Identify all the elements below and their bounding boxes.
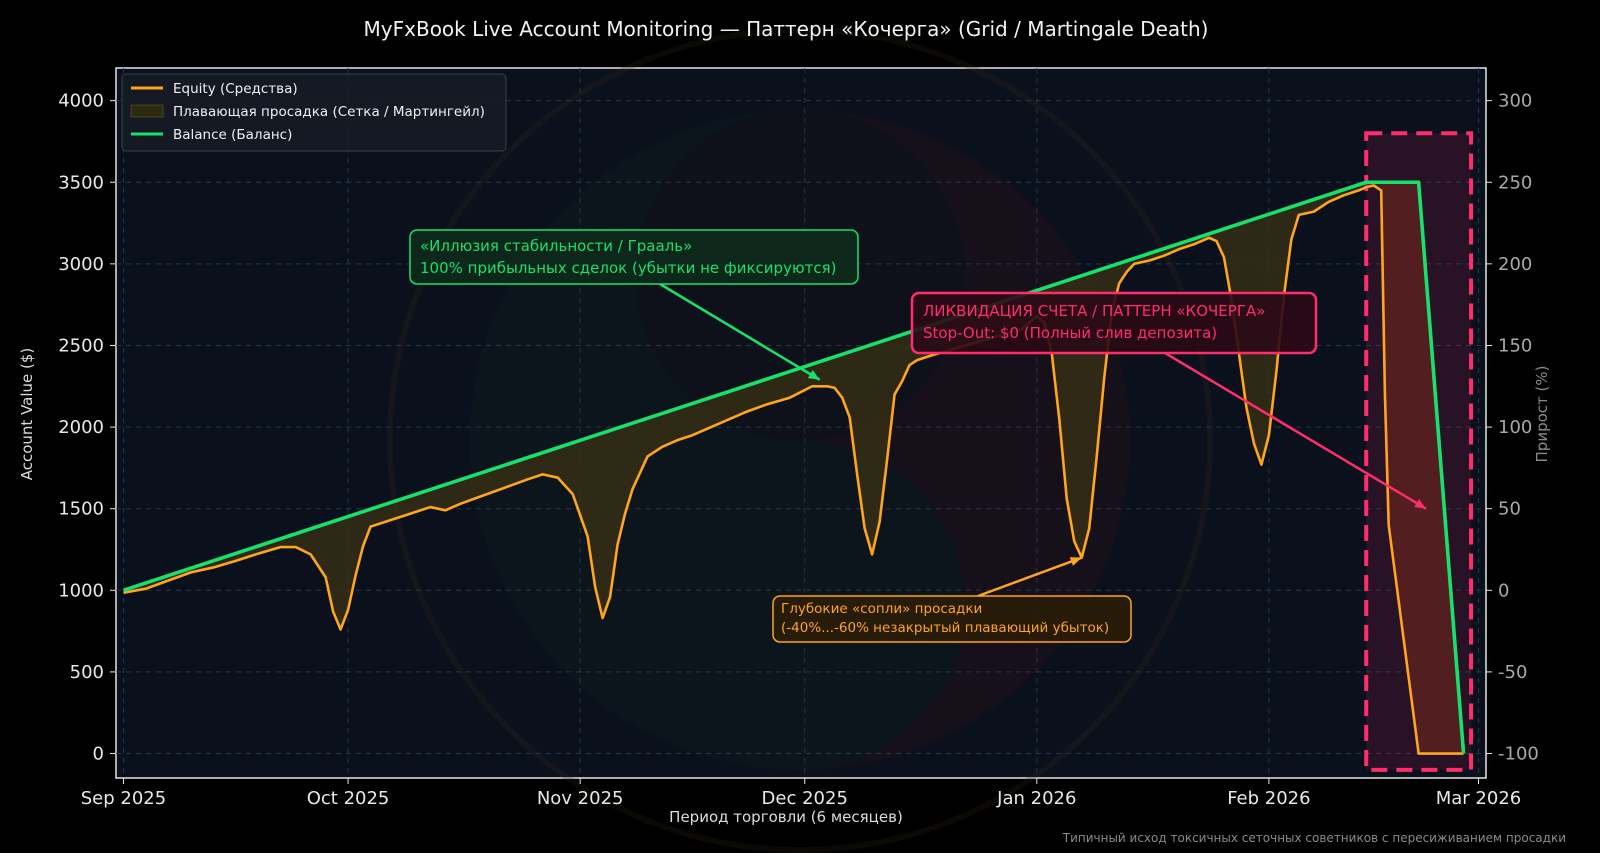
x-tick-label: Dec 2025 [762, 788, 848, 809]
y-tick-label: 2500 [58, 335, 104, 356]
footnote: Типичный исход токсичных сеточных советн… [1062, 831, 1566, 845]
liquidation-area [1381, 182, 1464, 754]
annotation: Глубокие «сопли» просадки (-40%...-60% не… [772, 556, 1132, 643]
balance-line [122, 180, 1466, 754]
y-tick-label: 3500 [58, 172, 104, 193]
annotation-text: ЛИКВИДАЦИЯ СЧЕТА / ПАТТЕРН «КОЧЕРГА» [923, 302, 1265, 320]
annotation-arrow [1164, 351, 1427, 510]
y-right-tick-label: -100 [1498, 744, 1539, 765]
annotation-box [772, 595, 1132, 643]
y-right-tick-label: 300 [1498, 91, 1532, 112]
annotation-text: 100% прибыльных сделок (убытки не фиксир… [420, 259, 836, 277]
equity-line [123, 184, 1464, 755]
drawdown-fill [123, 182, 1464, 754]
annotation-text: Stop-Out: $0 (Полный слив депозита) [923, 324, 1217, 342]
y-right-axis-label: Прирост (%) [1533, 366, 1551, 463]
x-tick-label: Feb 2026 [1227, 788, 1310, 809]
annotation-text: Глубокие «сопли» просадки [781, 601, 982, 617]
annotation-text: «Иллюзия стабильности / Грааль» [420, 237, 692, 255]
annotations: «Иллюзия стабильности / Грааль» 100% приб… [409, 229, 1427, 643]
x-tick-label: Jan 2026 [996, 788, 1076, 809]
series-lines [122, 180, 1466, 755]
legend-label: Плавающая просадка (Сетка / Мартингейл) [173, 104, 485, 120]
legend-swatch [130, 104, 164, 118]
y-tick-label: 1000 [58, 580, 104, 601]
y-axis-label: Account Value ($) [18, 348, 36, 481]
y-tick-label: 2000 [58, 417, 104, 438]
x-tick-label: Nov 2025 [537, 788, 624, 809]
y-right-tick-label: 100 [1498, 417, 1532, 438]
x-tick-label: Sep 2025 [81, 788, 166, 809]
annotation: ЛИКВИДАЦИЯ СЧЕТА / ПАТТЕРН «КОЧЕРГА» Stop… [910, 291, 1427, 510]
annotation-arrow [659, 282, 821, 381]
y-right-tick-label: -50 [1498, 662, 1527, 683]
annotation-arrowhead [1414, 499, 1427, 509]
annotation-arrowhead [1069, 557, 1082, 566]
annotation-arrowhead [807, 370, 820, 380]
legend-box [121, 73, 507, 152]
annotation-text: (-40%...-60% незакрытый плавающий убыток… [781, 620, 1109, 636]
y-tick-label: 0 [93, 744, 104, 765]
annotation-box [910, 291, 1318, 355]
x-axis-label: Период торговли (6 месяцев) [669, 808, 903, 826]
x-tick-label: Oct 2025 [307, 788, 390, 809]
y-right-tick-label: 150 [1498, 335, 1532, 356]
y-tick-label: 500 [70, 662, 104, 683]
annotation-box [409, 229, 859, 285]
legend: Equity (Средства) Плавающая просадка (Сет… [121, 73, 507, 152]
y-right-tick-label: 0 [1498, 580, 1509, 601]
y-right-tick-label: 250 [1498, 172, 1532, 193]
legend-label: Balance (Баланс) [173, 127, 292, 143]
legend-label: Equity (Средства) [173, 81, 298, 97]
annotation: «Иллюзия стабильности / Грааль» 100% приб… [409, 229, 859, 381]
y-tick-label: 4000 [58, 91, 104, 112]
y-right-tick-label: 50 [1498, 499, 1521, 520]
x-tick-label: Mar 2026 [1436, 788, 1522, 809]
y-tick-label: 3000 [58, 254, 104, 275]
chart-title: MyFxBook Live Account Monitoring — Патте… [364, 17, 1209, 41]
y-tick-label: 1500 [58, 499, 104, 520]
y-right-tick-label: 200 [1498, 254, 1532, 275]
annotation-arrow [977, 556, 1083, 598]
axes: 0 -100 500 -50 1000 0 1500 50 2000 100 2500 150 3000… [58, 91, 1539, 809]
